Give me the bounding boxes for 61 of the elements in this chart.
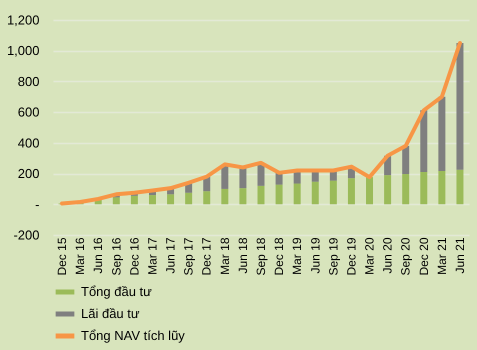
bar [348,178,355,204]
bar [402,146,410,174]
x-tick-label: Jun 21 [452,237,467,274]
x-tick-label: Dec 17 [200,237,214,276]
bar [276,184,283,204]
bar [402,174,410,204]
bar [112,197,120,204]
x-tick-label: Sep 19 [326,237,340,276]
bar [384,175,392,204]
x-tick-label: Mar 21 [434,237,449,275]
x-tick-label: Sep 18 [254,237,268,276]
x-tick-label: Dec 16 [127,237,142,276]
bar [456,170,464,204]
legend-label: Lãi đầu tư [81,306,140,321]
bar [330,180,337,204]
x-tick-label: Mar 19 [290,237,304,275]
bar [148,195,156,204]
bar [438,96,446,171]
bar [239,168,246,188]
x-tick-label: Sep 16 [109,237,124,276]
y-tick-label: 400 [18,135,40,150]
x-tick-label: Mar 17 [145,237,160,275]
y-tick-label: 200 [18,166,40,182]
bar [185,192,192,204]
bar [203,191,210,204]
x-tick-label: Mar 16 [73,237,88,275]
y-tick-label: - [35,196,40,212]
x-tick-label: Dec 19 [344,237,358,276]
x-tick-label: Mar 20 [362,237,377,275]
bar [258,186,264,204]
x-tick-label: Dec 20 [416,237,431,276]
y-tick-label: 800 [18,74,40,89]
bar [312,182,319,204]
bar [456,43,464,170]
bar [294,184,301,204]
bar [167,194,174,204]
bar [221,188,228,204]
y-tick-label: 1,000 [6,43,40,58]
x-tick-label: Sep 20 [398,237,413,276]
x-tick-label: Jun 16 [91,237,106,274]
bar [438,170,446,204]
x-tick-label: Dec 15 [55,237,70,276]
bar [130,196,138,204]
x-tick-label: Sep 17 [182,237,196,276]
line-series [60,41,462,206]
x-tick-label: Jun 17 [164,237,178,274]
x-tick-label: Dec 18 [272,237,286,276]
x-tick-label: Mar 18 [218,237,232,275]
x-tick-label: Jun 20 [380,237,395,274]
x-tick-label: Jun 19 [308,237,322,274]
bar [420,172,428,204]
x-tick-label: Jun 18 [236,237,250,274]
y-tick-label: 600 [18,104,40,120]
y-tick-label: -200 [13,228,40,242]
y-tick-label: 1,200 [6,12,40,28]
bar [239,188,246,204]
legend-label: Tổng đầu tư [81,284,152,299]
legend-label: Tổng NAV tích lũy [81,328,186,343]
bar [420,110,428,172]
bar [366,177,374,204]
bar [221,165,228,189]
